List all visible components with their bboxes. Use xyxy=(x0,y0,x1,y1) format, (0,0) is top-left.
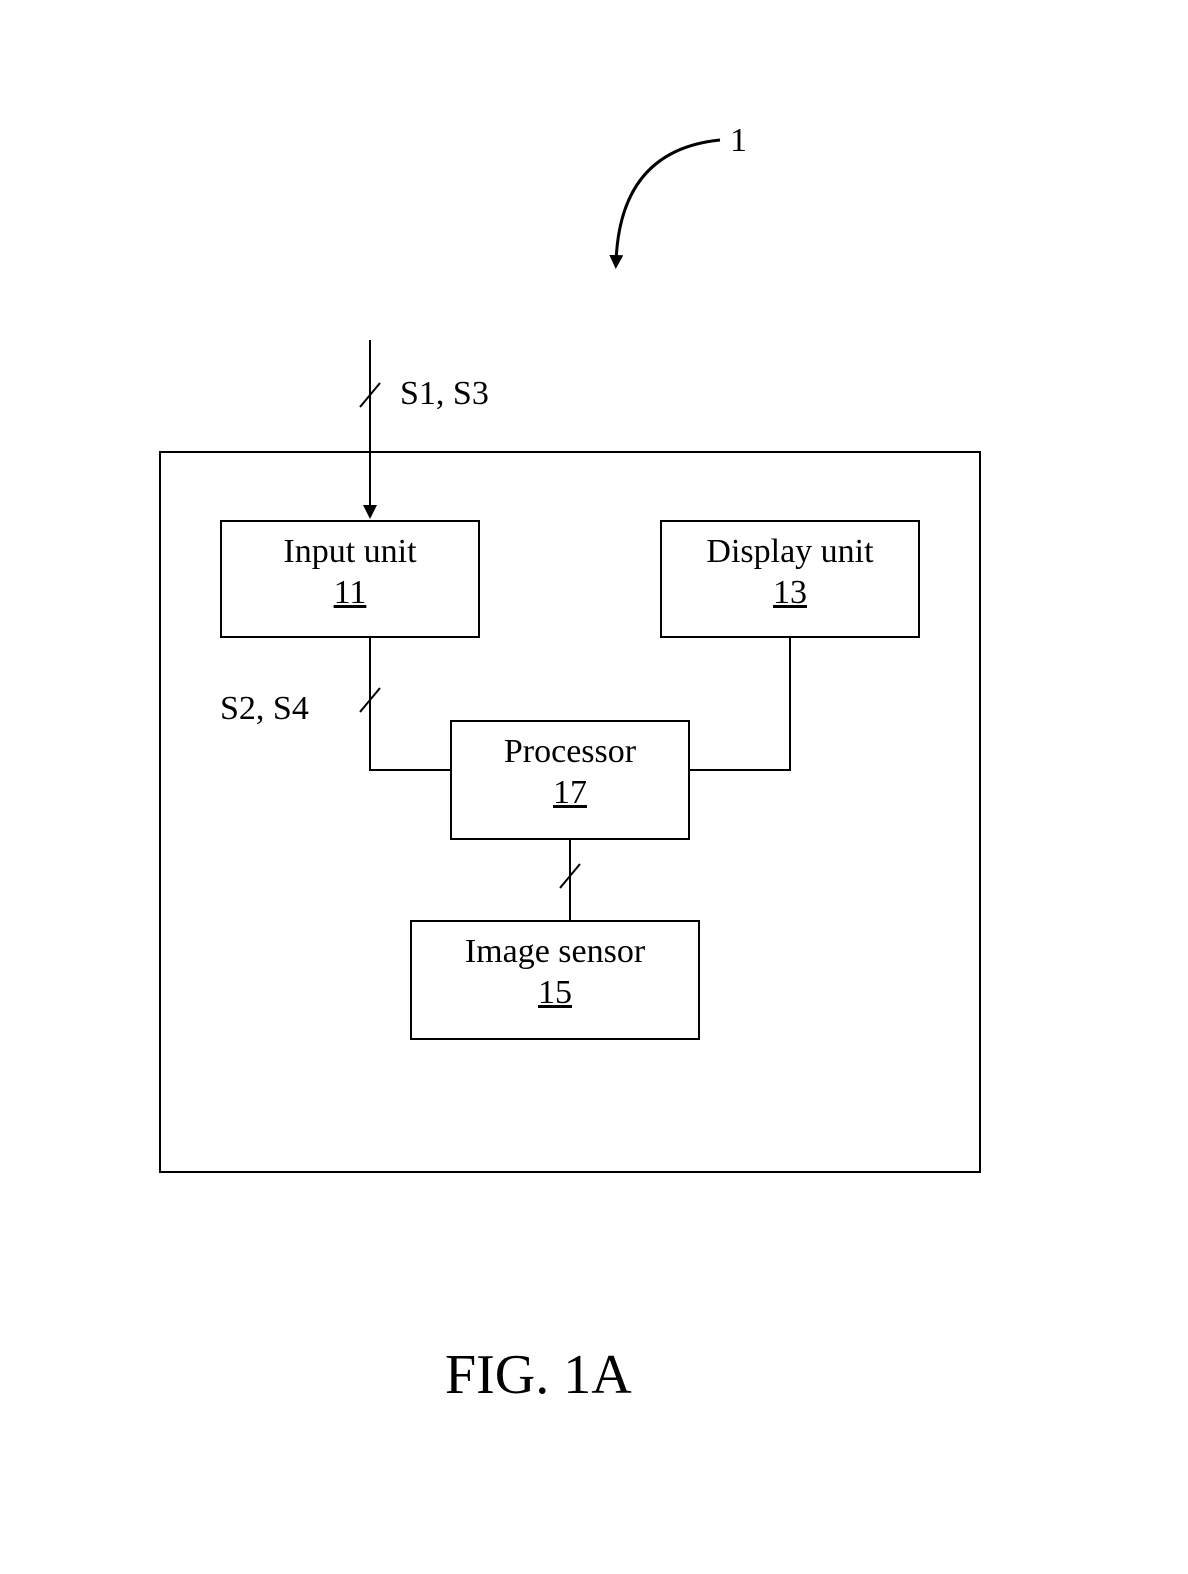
processor-block: Processor 17 xyxy=(450,720,690,840)
image-sensor-label: Image sensor xyxy=(412,922,698,973)
image-sensor-block: Image sensor 15 xyxy=(410,920,700,1040)
processor-label: Processor xyxy=(452,722,688,773)
image-sensor-num: 15 xyxy=(412,973,698,1014)
input-unit-block: Input unit 11 xyxy=(220,520,480,638)
processor-num: 17 xyxy=(452,773,688,814)
display-unit-block: Display unit 13 xyxy=(660,520,920,638)
signal-s1-s3: S1, S3 xyxy=(400,375,489,413)
figure-caption: FIG. 1A xyxy=(445,1343,632,1407)
input-unit-num: 11 xyxy=(222,573,478,614)
input-unit-label: Input unit xyxy=(222,522,478,573)
display-unit-label: Display unit xyxy=(662,522,918,573)
signal-s2-s4: S2, S4 xyxy=(220,690,309,728)
display-unit-num: 13 xyxy=(662,573,918,614)
block-diagram: 1 Input unit 11 Display unit 13 Processo… xyxy=(0,0,1188,1574)
reference-numeral-1: 1 xyxy=(730,122,747,160)
